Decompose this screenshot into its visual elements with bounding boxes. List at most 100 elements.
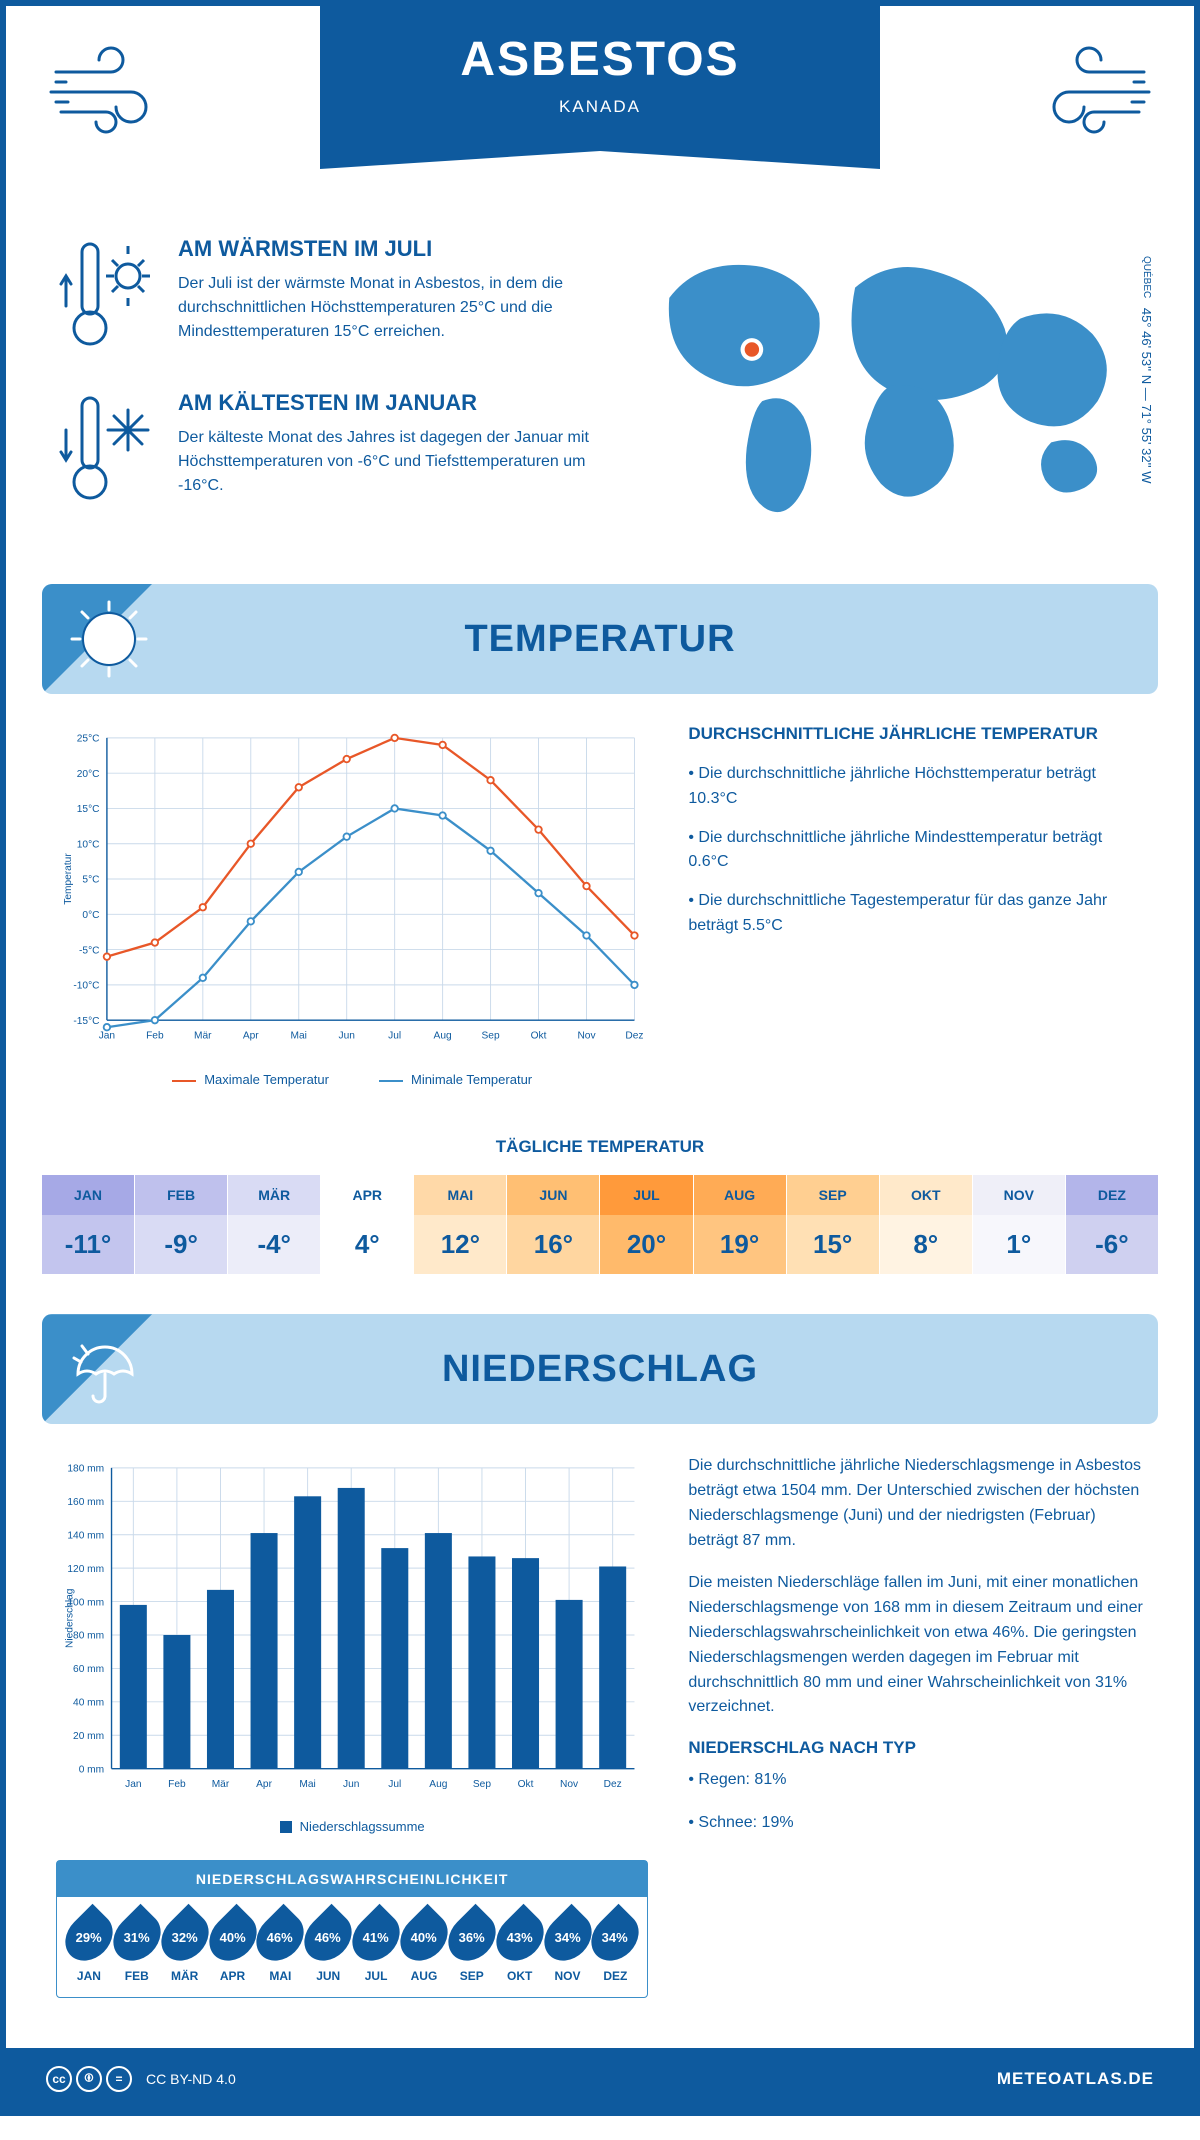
raindrop-icon: 34% [582,1904,648,1970]
world-map-icon [628,236,1144,525]
svg-text:10°C: 10°C [77,839,100,850]
prob-cell: 46%MAI [256,1911,304,1983]
coldest-text: Der kälteste Monat des Jahres ist dagege… [178,426,598,498]
prob-cell: 29%JAN [65,1911,113,1983]
daily-value: 16° [507,1215,599,1274]
precip-para: Die meisten Niederschläge fallen im Juni… [688,1571,1144,1720]
daily-cell: FEB-9° [135,1175,228,1274]
temperature-summary: DURCHSCHNITTLICHE JÄHRLICHE TEMPERATUR •… [688,724,1144,1087]
svg-text:140 mm: 140 mm [67,1531,104,1542]
svg-text:Dez: Dez [604,1779,622,1790]
svg-text:Mär: Mär [212,1779,230,1790]
svg-text:Okt: Okt [518,1779,534,1790]
daily-cell: NOV1° [973,1175,1066,1274]
daily-month: JUN [507,1175,599,1215]
coldest-title: AM KÄLTESTEN IM JANUAR [178,390,598,416]
daily-value: 1° [973,1215,1065,1274]
prob-cell: 36%SEP [448,1911,496,1983]
svg-text:25°C: 25°C [77,734,100,745]
prob-cell: 34%DEZ [591,1911,639,1983]
city-title: ASBESTOS [320,32,880,87]
svg-text:Feb: Feb [146,1031,164,1042]
svg-text:120 mm: 120 mm [67,1564,104,1575]
prob-month: JUL [352,1969,400,1983]
precip-para: Die durchschnittliche jährliche Niedersc… [688,1454,1144,1553]
svg-text:Mai: Mai [291,1031,307,1042]
warmest-text: Der Juli ist der wärmste Monat in Asbest… [178,272,598,344]
daily-month: DEZ [1066,1175,1158,1215]
title-banner: ASBESTOS KANADA [320,6,880,151]
daily-cell: JUL20° [600,1175,693,1274]
daily-cell: SEP15° [787,1175,880,1274]
header: ASBESTOS KANADA [6,6,1194,196]
svg-text:5°C: 5°C [82,875,99,886]
license-text: CC BY-ND 4.0 [146,2071,236,2087]
svg-text:Jun: Jun [343,1779,359,1790]
svg-text:80 mm: 80 mm [73,1631,104,1642]
wind-icon [46,42,186,142]
intro-text-column: AM WÄRMSTEN IM JULI Der Juli ist der wär… [56,236,598,544]
prob-cell: 40%APR [209,1911,257,1983]
svg-text:-10°C: -10°C [73,981,99,992]
legend-max: Maximale Temperatur [172,1072,329,1087]
svg-text:Sep: Sep [482,1031,500,1042]
daily-temp-table: JAN-11°FEB-9°MÄR-4°APR4°MAI12°JUN16°JUL2… [42,1175,1158,1274]
summary-bullet: • Die durchschnittliche Tagestemperatur … [688,889,1144,939]
cc-icons: cc🅯= [46,2066,132,2092]
precip-bar-chart: 0 mm20 mm40 mm60 mm80 mm100 mm120 mm140 … [56,1454,648,1806]
map-column: QUÉBEC 45° 46' 53'' N — 71° 55' 32'' W [628,236,1144,544]
prob-title: NIEDERSCHLAGSWAHRSCHEINLICHKEIT [57,1861,647,1897]
daily-month: JAN [42,1175,134,1215]
sun-icon [68,598,150,680]
warmest-title: AM WÄRMSTEN IM JULI [178,236,598,262]
temp-legend: Maximale Temperatur Minimale Temperatur [56,1072,648,1087]
daily-month: SEP [787,1175,879,1215]
svg-text:180 mm: 180 mm [67,1464,104,1475]
svg-text:-15°C: -15°C [73,1016,99,1027]
prob-cell: 32%MÄR [161,1911,209,1983]
intro-row: AM WÄRMSTEN IM JULI Der Juli ist der wär… [6,196,1194,574]
summary-bullet: • Die durchschnittliche jährliche Mindes… [688,826,1144,876]
daily-month: JUL [600,1175,692,1215]
prob-cell: 41%JUL [352,1911,400,1983]
daily-temp-title: TÄGLICHE TEMPERATUR [6,1137,1194,1157]
prob-month: AUG [400,1969,448,1983]
precip-section-header: NIEDERSCHLAG [42,1314,1158,1424]
svg-text:Niederschlag: Niederschlag [65,1589,76,1648]
daily-cell: AUG19° [694,1175,787,1274]
footer: cc🅯= CC BY-ND 4.0 METEOATLAS.DE [6,2048,1194,2110]
license: cc🅯= CC BY-ND 4.0 [46,2066,236,2092]
svg-text:Nov: Nov [577,1031,596,1042]
daily-cell: JUN16° [507,1175,600,1274]
infographic-container: ASBESTOS KANADA [0,0,1200,2116]
prob-month: MÄR [161,1969,209,1983]
prob-cell: 34%NOV [544,1911,592,1983]
svg-text:40 mm: 40 mm [73,1698,104,1709]
prob-month: FEB [113,1969,161,1983]
prob-month: MAI [256,1969,304,1983]
precip-heading: NIEDERSCHLAG [442,1348,758,1391]
daily-value: -11° [42,1215,134,1274]
svg-text:Jul: Jul [388,1779,401,1790]
umbrella-icon [68,1334,142,1408]
svg-text:Mär: Mär [194,1031,212,1042]
prob-drops-row: 29%JAN31%FEB32%MÄR40%APR46%MAI46%JUN41%J… [57,1897,647,1983]
precip-probability-box: NIEDERSCHLAGSWAHRSCHEINLICHKEIT 29%JAN31… [56,1860,648,1998]
svg-text:0 mm: 0 mm [79,1765,104,1776]
wind-icon [1014,42,1154,142]
thermometer-cold-icon [56,390,156,510]
daily-value: 19° [694,1215,786,1274]
temperature-heading: TEMPERATUR [464,618,735,661]
prob-month: NOV [544,1969,592,1983]
country-subtitle: KANADA [320,97,880,117]
daily-value: -9° [135,1215,227,1274]
svg-text:-5°C: -5°C [79,945,99,956]
daily-value: 8° [880,1215,972,1274]
prob-month: JUN [304,1969,352,1983]
svg-text:Mai: Mai [299,1779,315,1790]
daily-month: APR [321,1175,413,1215]
prob-month: APR [209,1969,257,1983]
daily-cell: MÄR-4° [228,1175,321,1274]
svg-text:0°C: 0°C [82,910,99,921]
svg-text:Apr: Apr [243,1031,259,1042]
